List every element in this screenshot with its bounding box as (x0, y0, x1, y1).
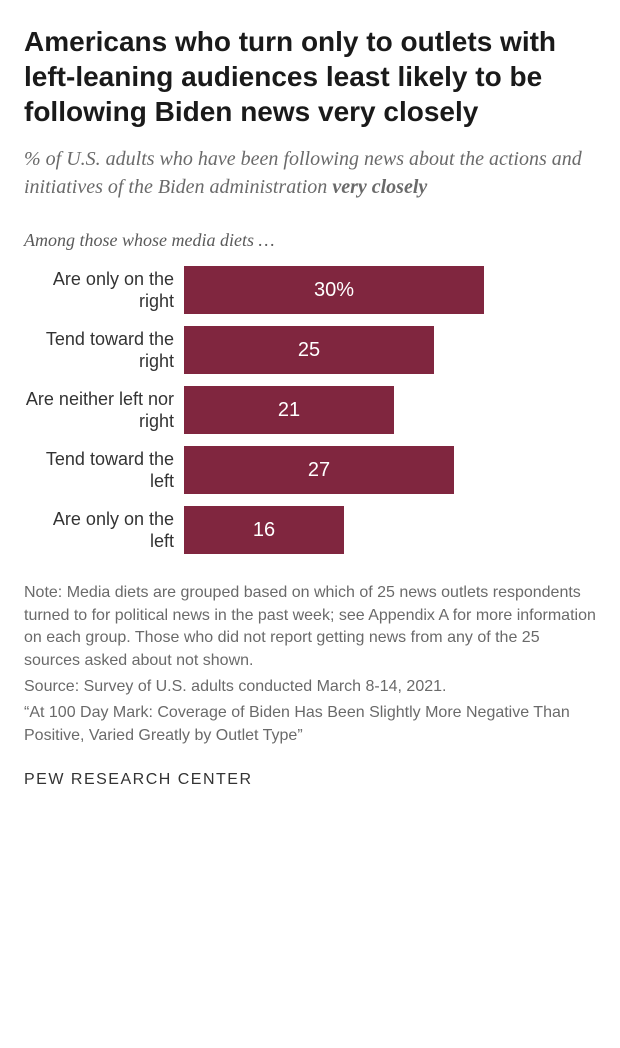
chart-subtitle: % of U.S. adults who have been following… (24, 145, 596, 201)
chart-row: Tend toward the right 25 (24, 326, 596, 374)
chart-row: Are only on the right 30% (24, 266, 596, 314)
bar-track: 21 (184, 386, 596, 434)
bar-track: 30% (184, 266, 596, 314)
subtitle-emphasis: very closely (332, 176, 427, 198)
bar-value: 16 (253, 519, 275, 542)
source-line: Source: Survey of U.S. adults conducted … (24, 676, 596, 698)
footnote: Note: Media diets are grouped based on w… (24, 582, 596, 672)
chart-row: Tend toward the left 27 (24, 446, 596, 494)
subtitle-text: % of U.S. adults who have been following… (24, 148, 582, 198)
bar-label: Are neither left nor right (24, 388, 184, 433)
bar-label: Are only on the right (24, 268, 184, 313)
bar-value: 21 (278, 399, 300, 422)
bar-label: Tend toward the left (24, 448, 184, 493)
bar-label: Tend toward the right (24, 328, 184, 373)
chart-row: Are only on the left 16 (24, 506, 596, 554)
bar-label: Are only on the left (24, 508, 184, 553)
chart-lead-in: Among those whose media diets … (24, 229, 596, 252)
chart-title: Americans who turn only to outlets with … (24, 24, 596, 129)
bar-track: 25 (184, 326, 596, 374)
report-title-quote: “At 100 Day Mark: Coverage of Biden Has … (24, 702, 596, 747)
bar: 21 (184, 386, 394, 434)
chart-row: Are neither left nor right 21 (24, 386, 596, 434)
bar: 25 (184, 326, 434, 374)
bar: 16 (184, 506, 344, 554)
bar: 30% (184, 266, 484, 314)
bar-value: 30% (314, 279, 354, 302)
brand-footer: PEW RESEARCH CENTER (24, 771, 596, 789)
bar-track: 27 (184, 446, 596, 494)
bar-value: 27 (308, 459, 330, 482)
bar: 27 (184, 446, 454, 494)
bar-track: 16 (184, 506, 596, 554)
bar-value: 25 (298, 339, 320, 362)
bar-chart: Are only on the right 30% Tend toward the … (24, 266, 596, 554)
